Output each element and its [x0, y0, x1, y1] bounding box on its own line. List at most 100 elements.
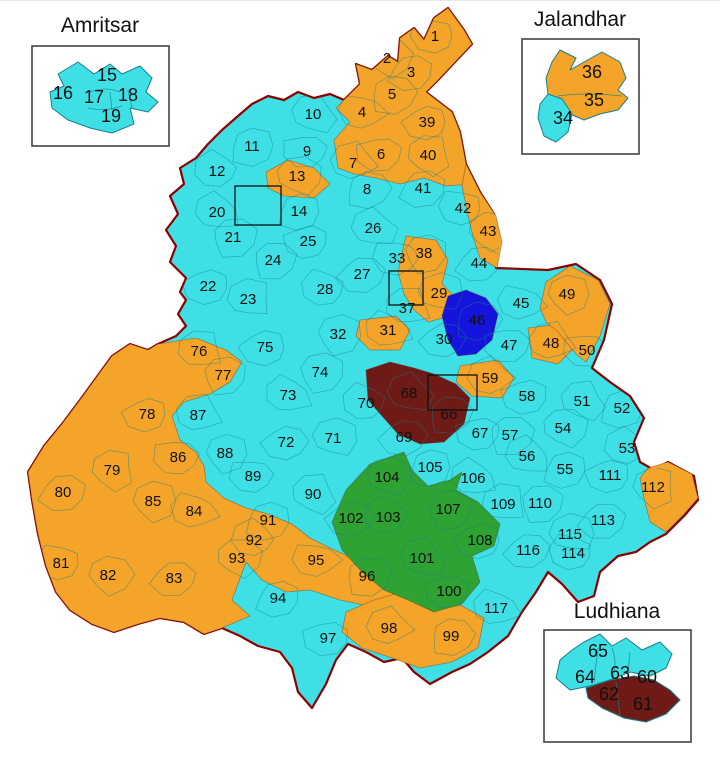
constituency-32-label: 32	[330, 326, 347, 343]
constituency-9-label: 9	[303, 143, 311, 160]
constituency-53-label: 53	[619, 440, 636, 457]
constituency-13-label: 13	[289, 168, 306, 185]
constituency-77-label: 77	[215, 367, 232, 384]
constituency-26-label: 26	[365, 220, 382, 237]
constituency-65-label: 65	[588, 641, 608, 661]
constituency-54-label: 54	[555, 420, 572, 437]
constituency-55-label: 55	[557, 461, 574, 478]
constituency-21-label: 21	[225, 229, 242, 246]
constituency-48-label: 48	[543, 335, 560, 352]
constituency-14-label: 14	[291, 203, 308, 220]
constituency-49-label: 49	[559, 286, 576, 303]
party-color-regions	[27, 7, 699, 669]
constituency-15-label: 15	[97, 65, 117, 85]
constituency-90-label: 90	[305, 486, 322, 503]
constituency-82-label: 82	[100, 567, 117, 584]
constituency-39-label: 39	[419, 114, 436, 131]
constituency-88-label: 88	[217, 445, 234, 462]
constituency-52-label: 52	[614, 400, 631, 417]
constituency-34-label: 34	[553, 108, 573, 128]
constituency-7-label: 7	[349, 155, 357, 172]
constituency-35-label: 35	[584, 90, 604, 110]
constituency-20-label: 20	[209, 204, 226, 221]
constituency-38-label: 38	[416, 245, 433, 262]
constituency-33-label: 33	[389, 250, 406, 267]
constituency-28-label: 28	[317, 281, 334, 298]
constituency-110-label: 110	[528, 495, 552, 512]
constituency-100-label: 100	[436, 583, 461, 600]
constituency-106-label: 106	[460, 470, 485, 487]
constituency-72-label: 72	[278, 434, 295, 451]
constituency-45-label: 45	[513, 295, 530, 312]
constituency-42-label: 42	[455, 200, 472, 217]
constituency-113-label: 113	[591, 512, 615, 529]
constituency-108-label: 108	[467, 532, 492, 549]
constituency-116-label: 116	[516, 542, 540, 559]
constituency-70-label: 70	[358, 395, 375, 412]
constituency-104-label: 104	[374, 469, 399, 486]
constituency-30-label: 30	[436, 331, 453, 348]
constituency-61-label: 61	[633, 694, 653, 714]
constituency-107-label: 107	[435, 501, 460, 518]
constituency-12-label: 12	[209, 163, 226, 180]
constituency-5-label: 5	[388, 86, 396, 103]
constituency-17-label: 17	[84, 87, 104, 107]
constituency-71-label: 71	[325, 430, 342, 447]
constituency-93-label: 93	[229, 550, 246, 567]
constituency-31-label: 31	[380, 322, 397, 339]
constituency-23-label: 23	[240, 291, 257, 308]
constituency-117-label: 117	[484, 600, 508, 617]
constituency-36-label: 36	[582, 62, 602, 82]
constituency-25-label: 25	[300, 233, 317, 250]
jalandhar-area-box	[388, 270, 424, 306]
constituency-103-label: 103	[375, 509, 400, 526]
constituency-63-label: 63	[610, 663, 630, 683]
inset-jalandhar: Jalandhar 36 35 34	[521, 8, 640, 155]
inset-title-ludhiana: Ludhiana	[574, 600, 661, 623]
inset-frame-jalandhar	[521, 38, 640, 155]
constituency-1-label: 1	[431, 28, 439, 45]
constituency-47-label: 47	[501, 337, 518, 354]
constituency-79-label: 79	[104, 462, 121, 479]
constituency-81-label: 81	[53, 555, 70, 572]
constituency-60-label: 60	[637, 667, 657, 687]
constituency-56-label: 56	[519, 448, 536, 465]
constituency-94-label: 94	[270, 590, 287, 607]
constituency-57-label: 57	[502, 427, 519, 444]
constituency-83-label: 83	[166, 570, 183, 587]
constituency-111-label: 111	[599, 467, 622, 484]
constituency-87-label: 87	[190, 407, 207, 424]
constituency-96-label: 96	[359, 568, 376, 585]
constituency-95-label: 95	[308, 552, 325, 569]
constituency-68-label: 68	[401, 385, 418, 402]
constituency-51-label: 51	[574, 393, 591, 410]
inset-frame-ludhiana	[543, 629, 692, 743]
constituency-91-label: 91	[260, 512, 277, 529]
constituency-59-label: 59	[482, 370, 499, 387]
constituency-114-label: 114	[561, 545, 585, 562]
constituency-50-label: 50	[579, 342, 596, 359]
constituency-89-label: 89	[245, 468, 262, 485]
constituency-46-label: 46	[469, 312, 486, 329]
constituency-boundaries	[35, 19, 672, 657]
constituency-66-label: 66	[441, 406, 458, 423]
constituency-101-label: 101	[409, 550, 434, 567]
constituency-69-label: 69	[396, 429, 413, 446]
constituency-78-label: 78	[139, 406, 156, 423]
amritsar-area-box	[234, 185, 282, 226]
constituency-18-label: 18	[118, 85, 138, 105]
constituency-3-label: 3	[407, 64, 415, 81]
constituency-11-label: 11	[244, 138, 260, 155]
constituency-19-label: 19	[101, 106, 121, 126]
constituency-22-label: 22	[200, 278, 217, 295]
constituency-80-label: 80	[55, 484, 72, 501]
constituency-98-label: 98	[381, 620, 398, 637]
constituency-84-label: 84	[186, 503, 203, 520]
constituency-97-label: 97	[320, 630, 337, 647]
top-divider	[0, 0, 720, 1]
inset-frame-amritsar	[31, 45, 170, 147]
constituency-58-label: 58	[519, 388, 536, 405]
constituency-85-label: 85	[145, 493, 162, 510]
